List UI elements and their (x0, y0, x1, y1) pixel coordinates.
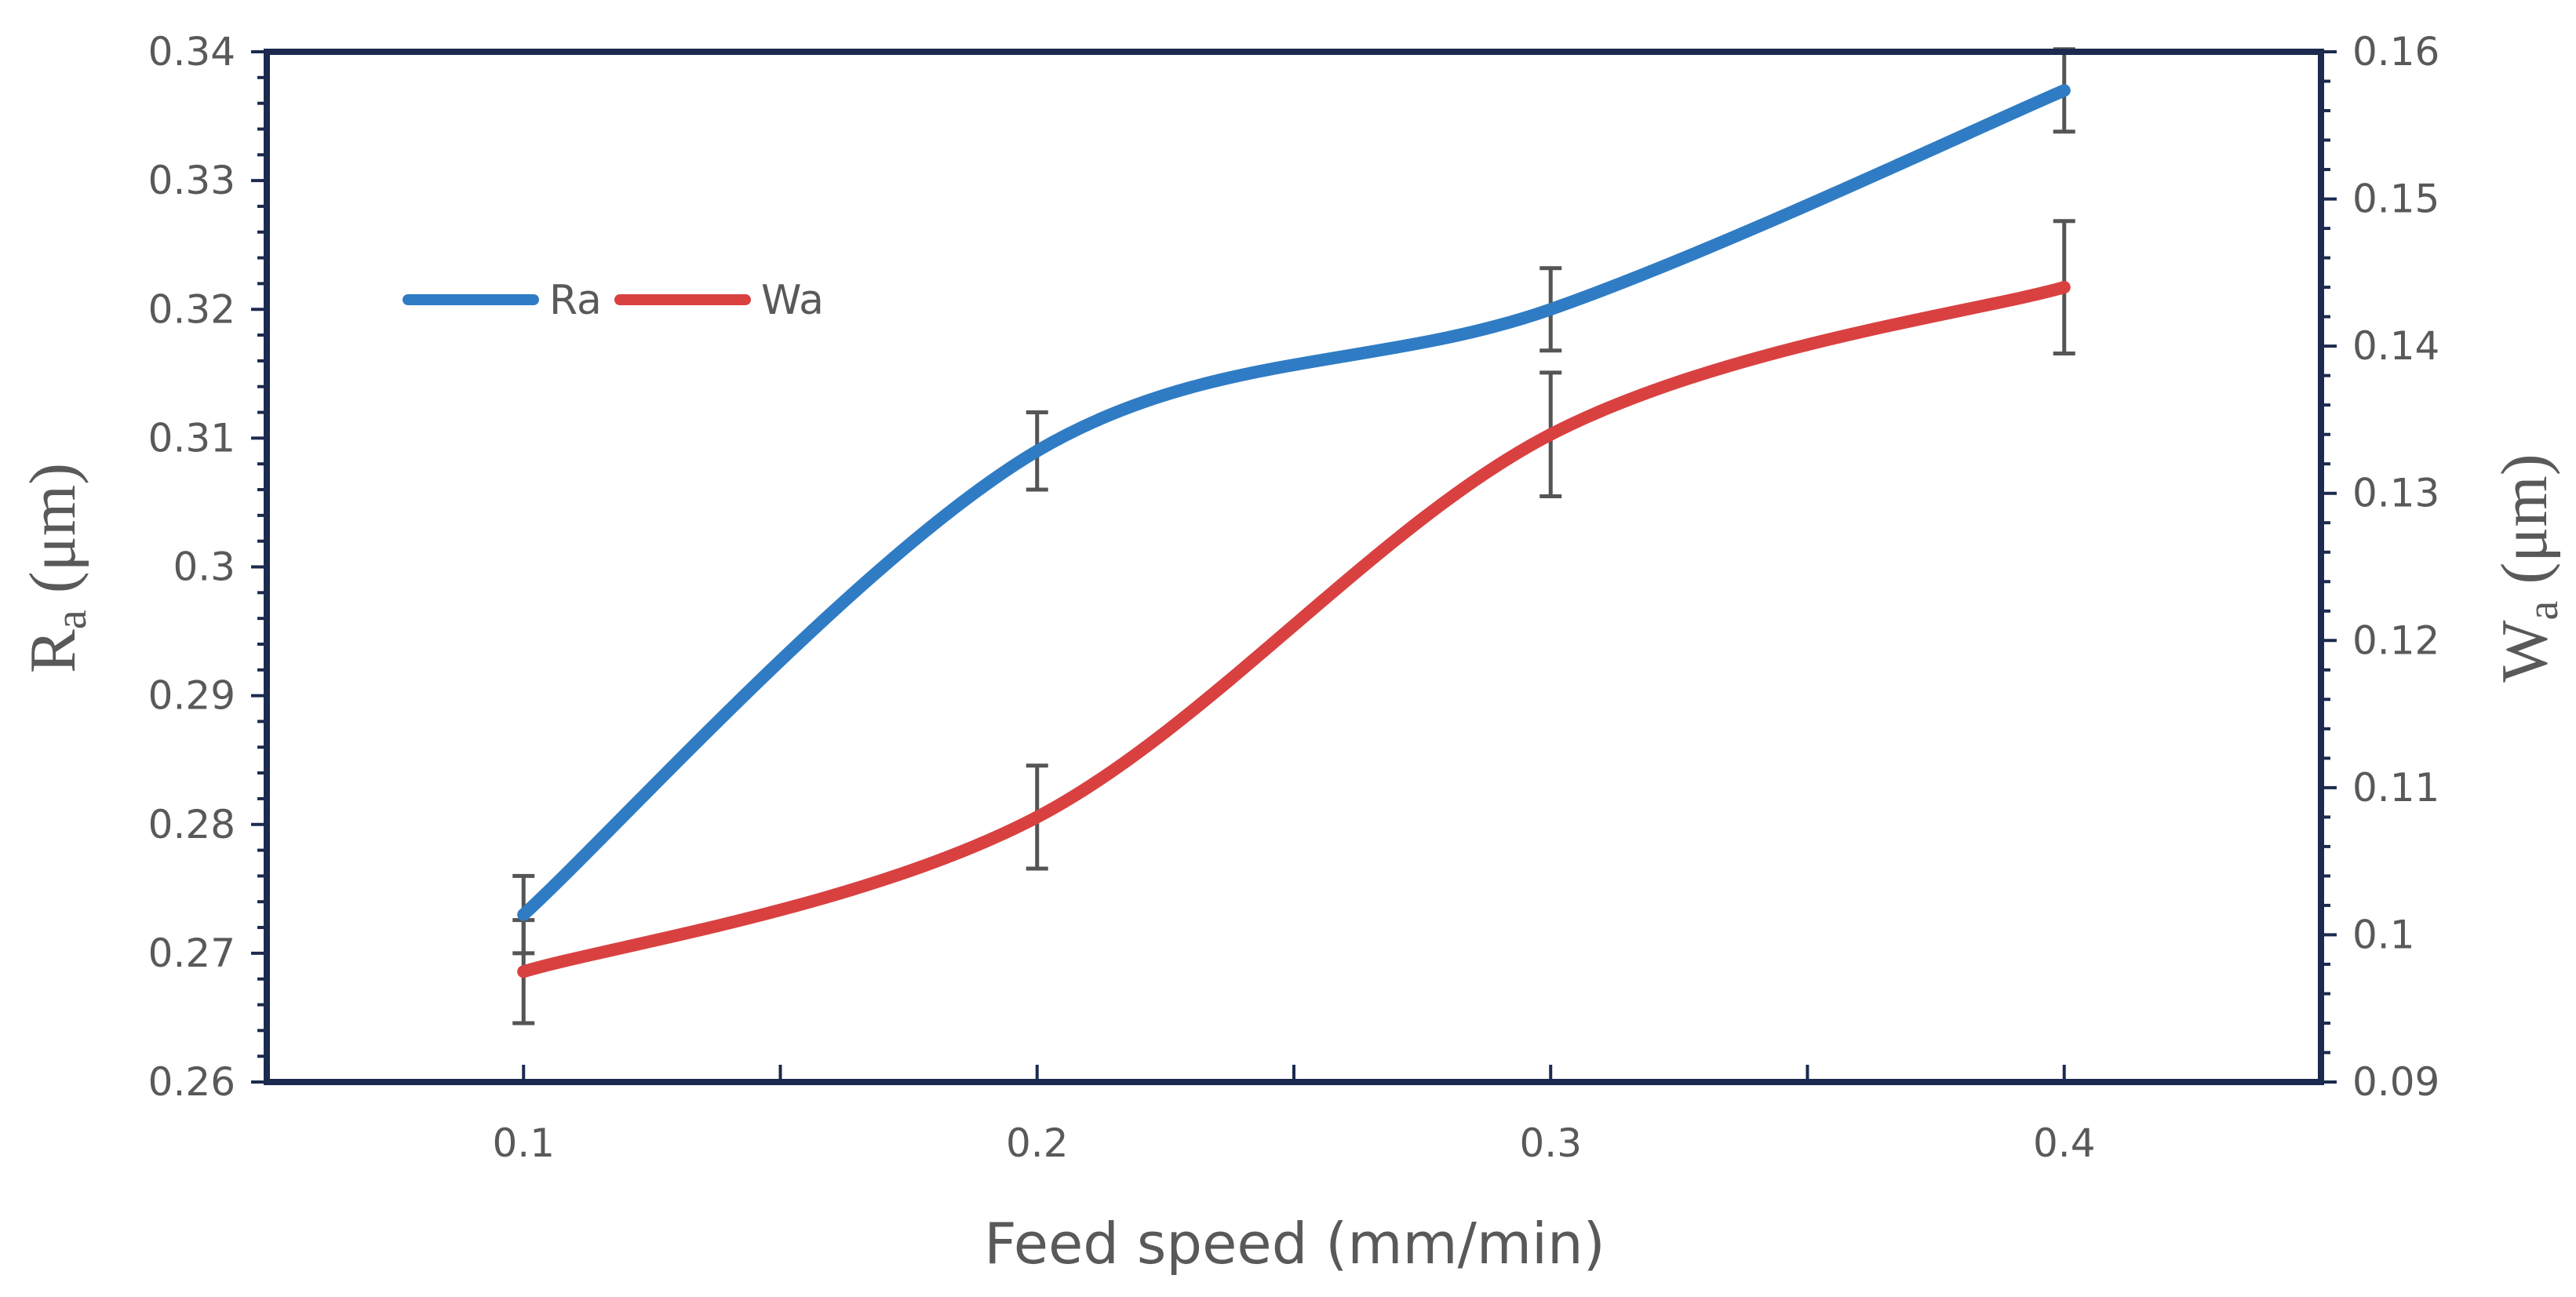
y-right-axis-title: Wa (μm) (2488, 454, 2567, 682)
data-point-wa (517, 965, 530, 978)
legend-label-wa: Wa (761, 277, 824, 324)
y-left-tick-label: 0.3 (173, 545, 235, 590)
data-point-ra (2057, 84, 2071, 97)
tick-labels: 0.26 0.27 0.28 0.29 0.3 0.31 0.32 0.33 0.34 0.09 0… (148, 29, 2440, 1166)
y-left-tick-label: 0.33 (148, 158, 235, 203)
data-point-ra (1030, 444, 1044, 457)
y-left-tick-label: 0.31 (148, 415, 235, 461)
data-point-ra (517, 908, 530, 921)
x-tick-label: 0.3 (1519, 1120, 1582, 1166)
y-right-tick-label: 0.09 (2352, 1059, 2439, 1105)
y-left-tick-label: 0.26 (148, 1059, 235, 1105)
legend: Ra Wa (403, 277, 824, 324)
y-left-axis-title: Ra (μm) (16, 463, 96, 673)
series-line-ra (517, 84, 2071, 921)
y-right-tick-label: 0.13 (2352, 471, 2439, 516)
y-left-tick-label: 0.32 (148, 286, 235, 332)
y-left-tick-label: 0.27 (148, 931, 235, 976)
y-right-tick-label: 0.15 (2352, 177, 2439, 222)
data-point-wa (1544, 428, 1558, 441)
x-tick-label: 0.1 (492, 1120, 555, 1166)
y-right-tick-label: 0.1 (2352, 912, 2415, 957)
x-tick-label: 0.2 (1006, 1120, 1069, 1166)
y-left-tick-label: 0.34 (148, 29, 235, 75)
y-right-tick-label: 0.12 (2352, 618, 2439, 663)
series-line-wa (517, 281, 2071, 978)
y-right-tick-label: 0.14 (2352, 323, 2439, 369)
x-tick-label: 0.4 (2033, 1120, 2096, 1166)
x-axis-title: Feed speed (mm/min) (984, 1211, 1605, 1277)
legend-label-ra: Ra (549, 277, 602, 324)
data-point-ra (1544, 303, 1558, 316)
series-lines (517, 84, 2071, 978)
ticks (251, 50, 2337, 1084)
y-right-tick-label: 0.11 (2352, 765, 2439, 811)
y-left-tick-label: 0.29 (148, 673, 235, 719)
plot-frame (264, 49, 2324, 1085)
data-point-wa (1030, 811, 1044, 824)
y-right-tick-label: 0.16 (2352, 29, 2439, 75)
data-point-wa (2057, 281, 2071, 294)
y-left-tick-label: 0.28 (148, 802, 235, 847)
